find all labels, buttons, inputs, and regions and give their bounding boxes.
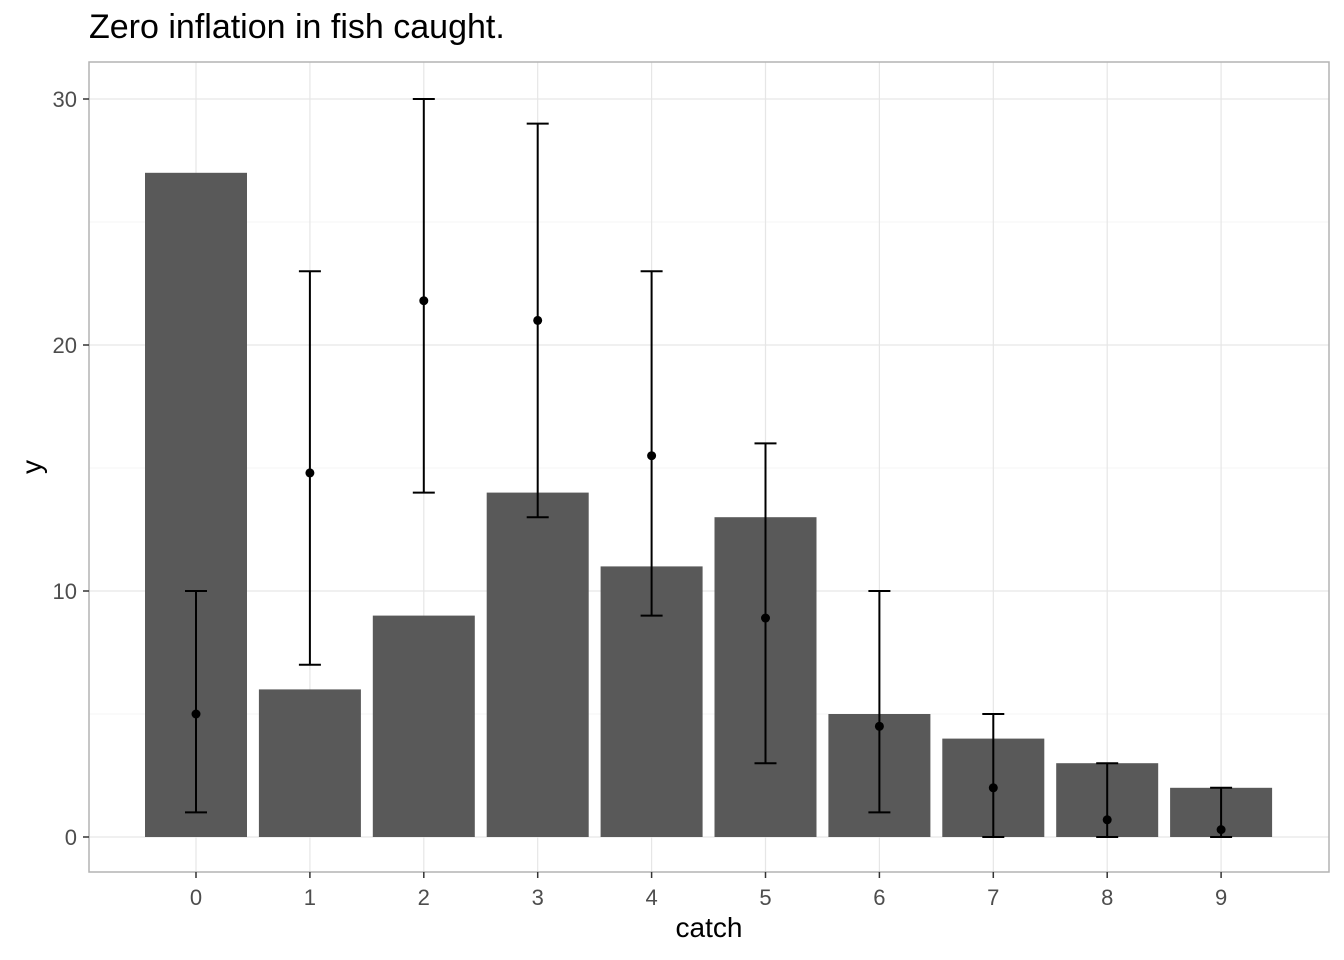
y-axis-ticks: 0 10 20 30 [53,87,89,850]
chart-title: Zero inflation in fish caught. [89,8,505,46]
x-tick-label: 6 [873,885,885,910]
bar-catch-1 [258,689,361,837]
point-catch-5 [761,613,770,623]
point-catch-6 [874,721,884,731]
points [191,296,1226,835]
x-tick-label: 4 [645,885,657,910]
bar-catch-2 [372,615,475,837]
x-tick-label: 2 [418,885,430,910]
x-tick-label: 5 [759,885,771,910]
x-tick-label: 9 [1215,885,1227,910]
panel-frame [88,61,1330,873]
x-axis-title: catch [675,912,743,943]
x-tick-label: 0 [190,885,202,910]
x-tick-label: 1 [304,885,316,910]
y-tick-label: 10 [53,579,77,604]
y-axis-title: y [16,460,47,474]
bar-catch-3 [486,492,589,837]
point-catch-0 [191,709,201,719]
x-axis-ticks: 0 1 2 3 4 5 6 7 8 9 [190,872,1227,910]
point-catch-9 [1216,825,1226,835]
y-tick-label: 0 [65,825,77,850]
point-catch-4 [647,451,657,461]
y-tick-label: 30 [53,87,77,112]
point-catch-8 [1102,815,1112,825]
point-catch-1 [305,468,315,478]
x-tick-label: 3 [532,885,544,910]
bars [145,172,1273,838]
x-tick-label: 7 [987,885,999,910]
x-tick-label: 8 [1101,885,1113,910]
point-catch-2 [419,296,429,306]
point-catch-7 [988,783,998,793]
point-catch-3 [533,315,543,325]
y-tick-label: 20 [53,333,77,358]
panel-border [88,61,1330,873]
